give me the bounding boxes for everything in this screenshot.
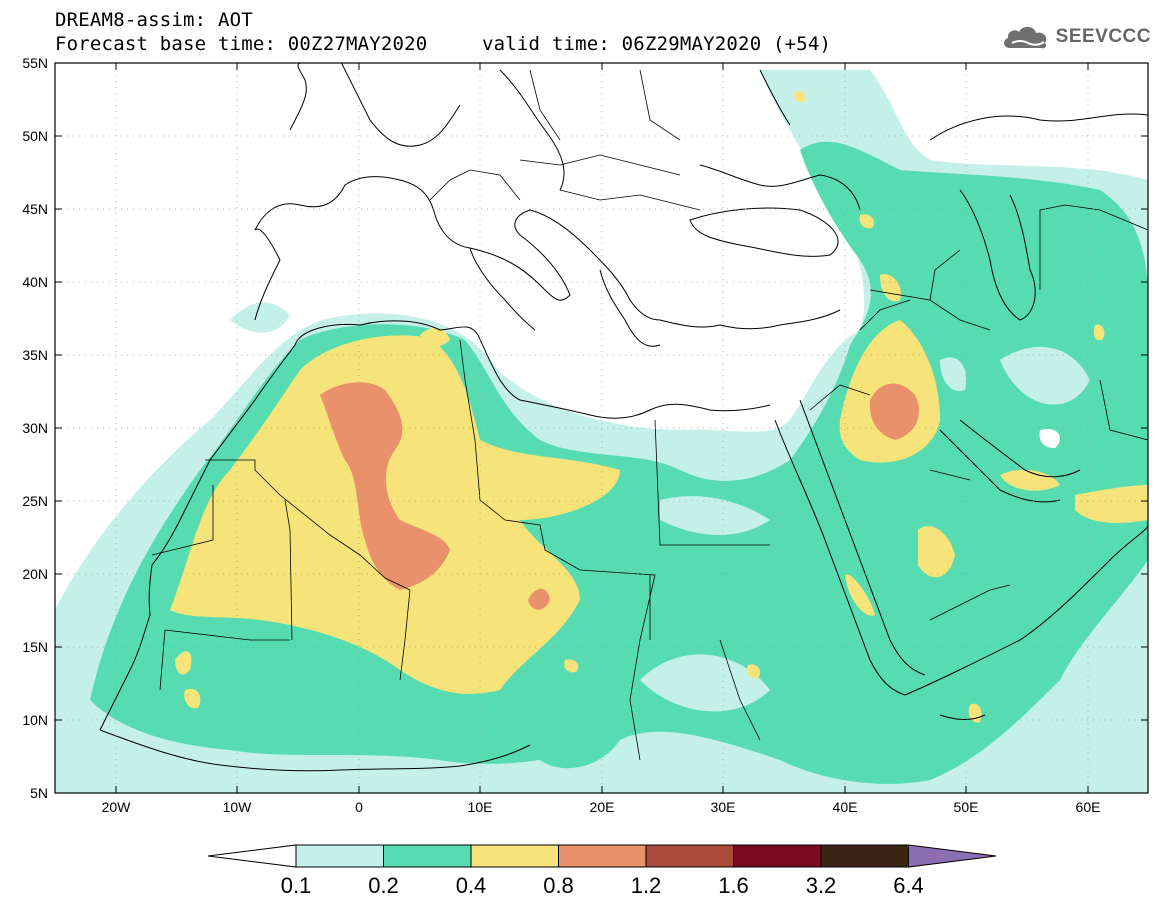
cloud-logo-icon [1003,26,1046,49]
latitude-labels: 55N 50N 45N 40N 35N 30N 25N 20N 15N 10N … [22,55,48,801]
lat-label: 35N [22,347,48,363]
lon-label: 10E [468,799,493,815]
grid-lines [55,63,1148,793]
lon-label: 30E [711,799,736,815]
aot-level-0-8 [320,382,919,610]
colorbar-segment [733,844,822,868]
colorbar-segment [645,844,734,868]
logo-text: SEEVCCC [1055,26,1151,47]
lat-label: 5N [30,785,48,801]
colorbar-label: 0.4 [456,873,487,898]
colorbar-high-triangle [908,844,997,868]
lat-label: 25N [22,493,48,509]
colorbar-segment [295,844,384,868]
lat-label: 55N [22,55,48,71]
lat-label: 45N [22,201,48,217]
lat-label: 50N [22,128,48,144]
lat-label: 40N [22,274,48,290]
country-borders [151,69,1148,761]
lat-label: 20N [22,566,48,582]
map-title: DREAM8-assim: AOT [55,9,253,31]
colorbar-label: 0.8 [543,873,574,898]
colorbar-label: 0.1 [281,873,312,898]
lon-label: 60E [1076,799,1101,815]
colorbar-label: 6.4 [893,873,924,898]
colorbar-label: 1.2 [631,873,662,898]
colorbar: 0.1 0.2 0.4 0.8 1.2 1.6 3.2 6.4 [207,844,997,898]
colorbar-segment [470,844,559,868]
colorbar-label: 3.2 [806,873,837,898]
coastlines [99,63,1148,772]
axis-ticks [55,62,1148,794]
lat-label: 30N [22,420,48,436]
colorbar-segment [820,844,909,868]
valid-time: valid time: 06Z29MAY2020 (+54) [482,33,832,55]
lon-label: 40E [833,799,858,815]
colorbar-segment [558,844,647,868]
lon-label: 10W [223,799,253,815]
colorbar-segment [383,844,472,868]
lon-label: 0 [355,799,363,815]
colorbar-label: 1.6 [718,873,749,898]
colorbar-low-triangle [207,844,297,868]
colorbar-label: 0.2 [368,873,399,898]
lon-label: 20W [102,799,132,815]
lat-label: 10N [22,712,48,728]
longitude-labels: 20W 10W 0 10E 20E 30E 40E 50E 60E [102,799,1101,815]
lon-label: 50E [954,799,979,815]
lon-label: 20E [590,799,615,815]
lat-label: 15N [22,639,48,655]
forecast-base-time: Forecast base time: 00Z27MAY2020 [55,33,428,55]
seevccc-logo: SEEVCCC [1000,22,1151,52]
